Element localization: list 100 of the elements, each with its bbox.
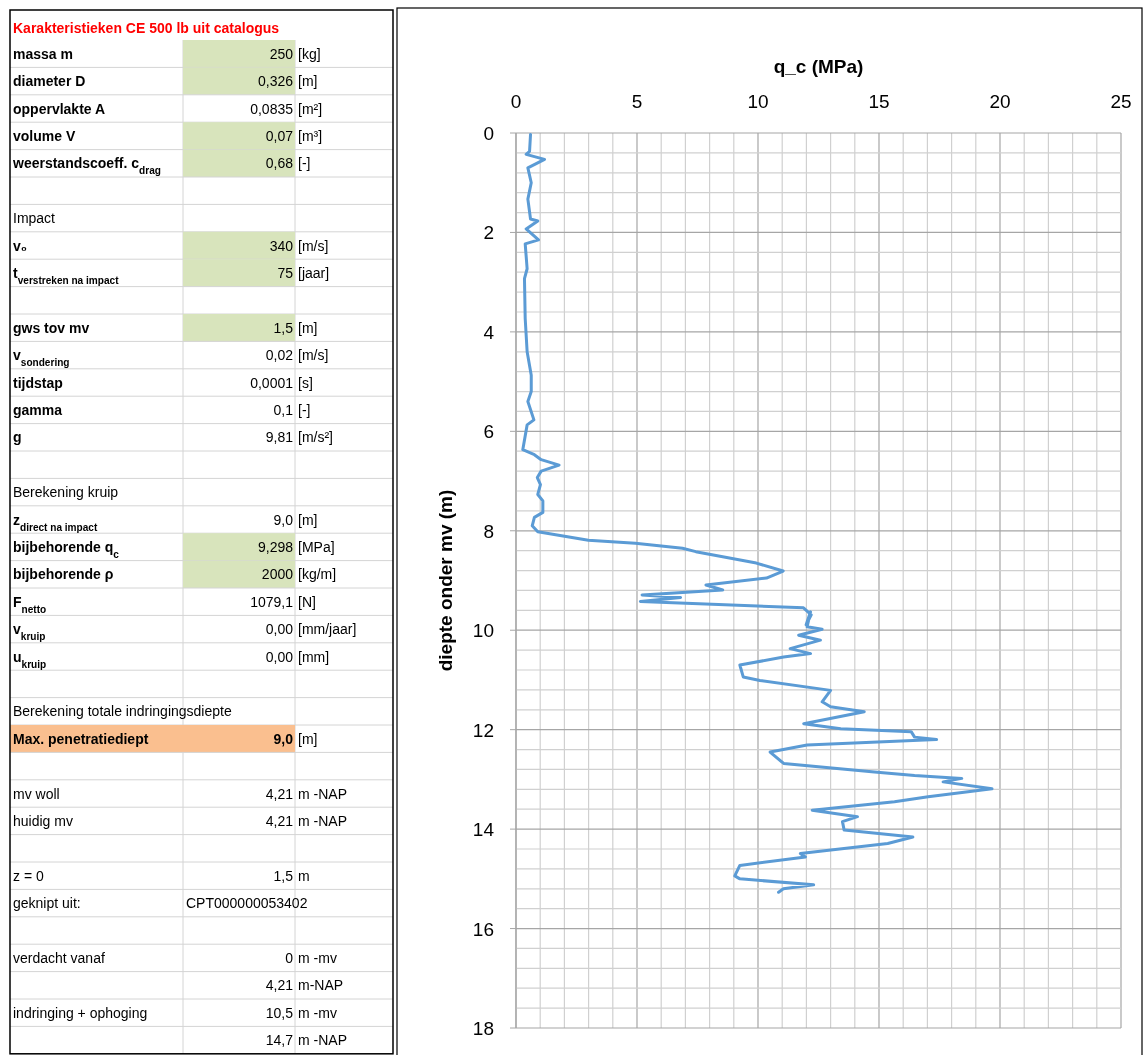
- text: [m]: [298, 511, 318, 528]
- text: m -NAP: [298, 1032, 347, 1049]
- text: 1,5: [273, 319, 293, 336]
- y-tick-label: 2: [483, 222, 494, 244]
- text: 0,07: [265, 127, 293, 144]
- text: m: [298, 867, 310, 884]
- text: m -mv: [298, 1004, 337, 1021]
- text: 4,21: [265, 977, 293, 994]
- y-tick-label: 4: [483, 321, 495, 343]
- text: [m/s]: [298, 347, 329, 364]
- category-label: tijdstap: [13, 374, 63, 391]
- text: 0,326: [257, 73, 293, 90]
- category-label: Berekening kruip: [13, 484, 119, 501]
- x-tick-label: 5: [631, 91, 643, 112]
- category-label: u$_{kruip}$: [13, 648, 47, 669]
- category-label: v$_{kruip}$: [13, 621, 46, 642]
- category-label: v$_{sondering}$: [13, 347, 70, 368]
- text: 0,68: [265, 155, 293, 172]
- text: 4,21: [265, 812, 293, 829]
- y-tick-label: 0: [483, 123, 494, 144]
- x-tick-label: 10: [747, 91, 769, 112]
- text: 2000: [261, 566, 293, 583]
- text: 1,5: [273, 867, 293, 884]
- text: [N]: [298, 593, 316, 610]
- text: [-]: [298, 401, 311, 418]
- text: 1079,1: [250, 593, 293, 610]
- text: 9,298: [257, 538, 293, 555]
- category-label: z$_{direct na impact}$: [13, 511, 98, 532]
- text: [mm]: [298, 648, 330, 665]
- text: 0: [285, 949, 293, 966]
- text: 75: [277, 264, 293, 281]
- text: 9,0: [273, 730, 293, 747]
- text: m -NAP: [298, 785, 347, 802]
- category-label: huidig mv: [13, 812, 73, 829]
- category-label: gws tov mv: [13, 319, 90, 336]
- y-tick-label: 16: [472, 918, 494, 940]
- x-tick-label: 0: [510, 91, 522, 112]
- category-label: mv woll: [13, 785, 60, 802]
- text: [MPa]: [298, 538, 335, 555]
- category-label: weerstandscoeff. c$_{drag}$: [13, 155, 161, 176]
- category-label: z = 0: [13, 867, 44, 884]
- y-tick-label: 14: [472, 819, 495, 841]
- category-label: bijbehorende ρ: [13, 566, 114, 583]
- text: [m/s²]: [298, 429, 333, 446]
- text: 0,0001: [250, 374, 293, 391]
- category-label: verdacht vanaf: [13, 949, 105, 966]
- text: [m]: [298, 730, 318, 747]
- text: m -mv: [298, 949, 337, 966]
- category-label: bijbehorende q$_{c}$: [13, 538, 119, 560]
- text: m-NAP: [298, 977, 344, 994]
- y-tick-label: 18: [472, 1018, 494, 1039]
- text: 9,81: [265, 429, 293, 446]
- category-label: Max. penetratiediept: [13, 730, 149, 747]
- text: [jaar]: [298, 264, 330, 281]
- text: m -NAP: [298, 812, 347, 829]
- category-label: volume V: [13, 127, 76, 144]
- category-label: Impact: [13, 210, 56, 227]
- text: [kg]: [298, 45, 321, 62]
- category-label: geknipt uit:: [13, 895, 81, 912]
- y-tick-label: 12: [472, 719, 494, 741]
- text: 250: [269, 45, 293, 62]
- y-tick-label: 8: [483, 520, 494, 542]
- text: 4,21: [265, 785, 293, 802]
- y-tick-label: 6: [483, 421, 494, 443]
- text: 0,02: [265, 347, 293, 364]
- category-label: gamma: [13, 401, 63, 418]
- category-label: g: [13, 429, 22, 446]
- text: [kg/m]: [298, 566, 337, 583]
- text: [s]: [298, 374, 313, 391]
- text: [m]: [298, 319, 318, 336]
- text: 0,0835: [250, 100, 293, 117]
- text: 0,00: [265, 621, 293, 638]
- text: [m/s]: [298, 237, 329, 254]
- text: 0,1: [273, 401, 293, 418]
- text: [m²]: [298, 100, 323, 117]
- text: 340: [269, 237, 293, 254]
- line-series: [521, 132, 994, 894]
- category-label: indringing + ophoging: [13, 1004, 148, 1021]
- y-axis-title: diepte onder mv (m): [435, 489, 456, 672]
- text: Karakteristieken CE 500 lb uit catalogus: [13, 20, 280, 36]
- category-label: diameter D: [13, 73, 86, 90]
- x-tick-label: 15: [868, 91, 890, 112]
- category-label: massa m: [13, 45, 73, 62]
- y-tick-label: 10: [472, 620, 494, 642]
- text: 14,7: [265, 1032, 293, 1049]
- text: [m]: [298, 73, 318, 90]
- x-tick-label: 25: [1110, 91, 1132, 112]
- text: 10,5: [265, 1004, 293, 1021]
- text: 9,0: [273, 511, 293, 528]
- text: [-]: [298, 155, 311, 172]
- text: [m³]: [298, 127, 323, 144]
- x-axis-title: q_c (MPa): [773, 56, 864, 77]
- category-label: oppervlakte A: [13, 100, 106, 117]
- category-label: t$_{verstreken na impact}$: [13, 264, 119, 286]
- category-label: Berekening totale indringingsdiepte: [13, 703, 232, 720]
- text: CPT000000053402: [186, 895, 308, 912]
- text: 0,00: [265, 648, 293, 665]
- category-label: v₀: [13, 237, 28, 254]
- category-label: F$_{netto}$: [13, 593, 47, 615]
- text: [mm/jaar]: [298, 621, 357, 638]
